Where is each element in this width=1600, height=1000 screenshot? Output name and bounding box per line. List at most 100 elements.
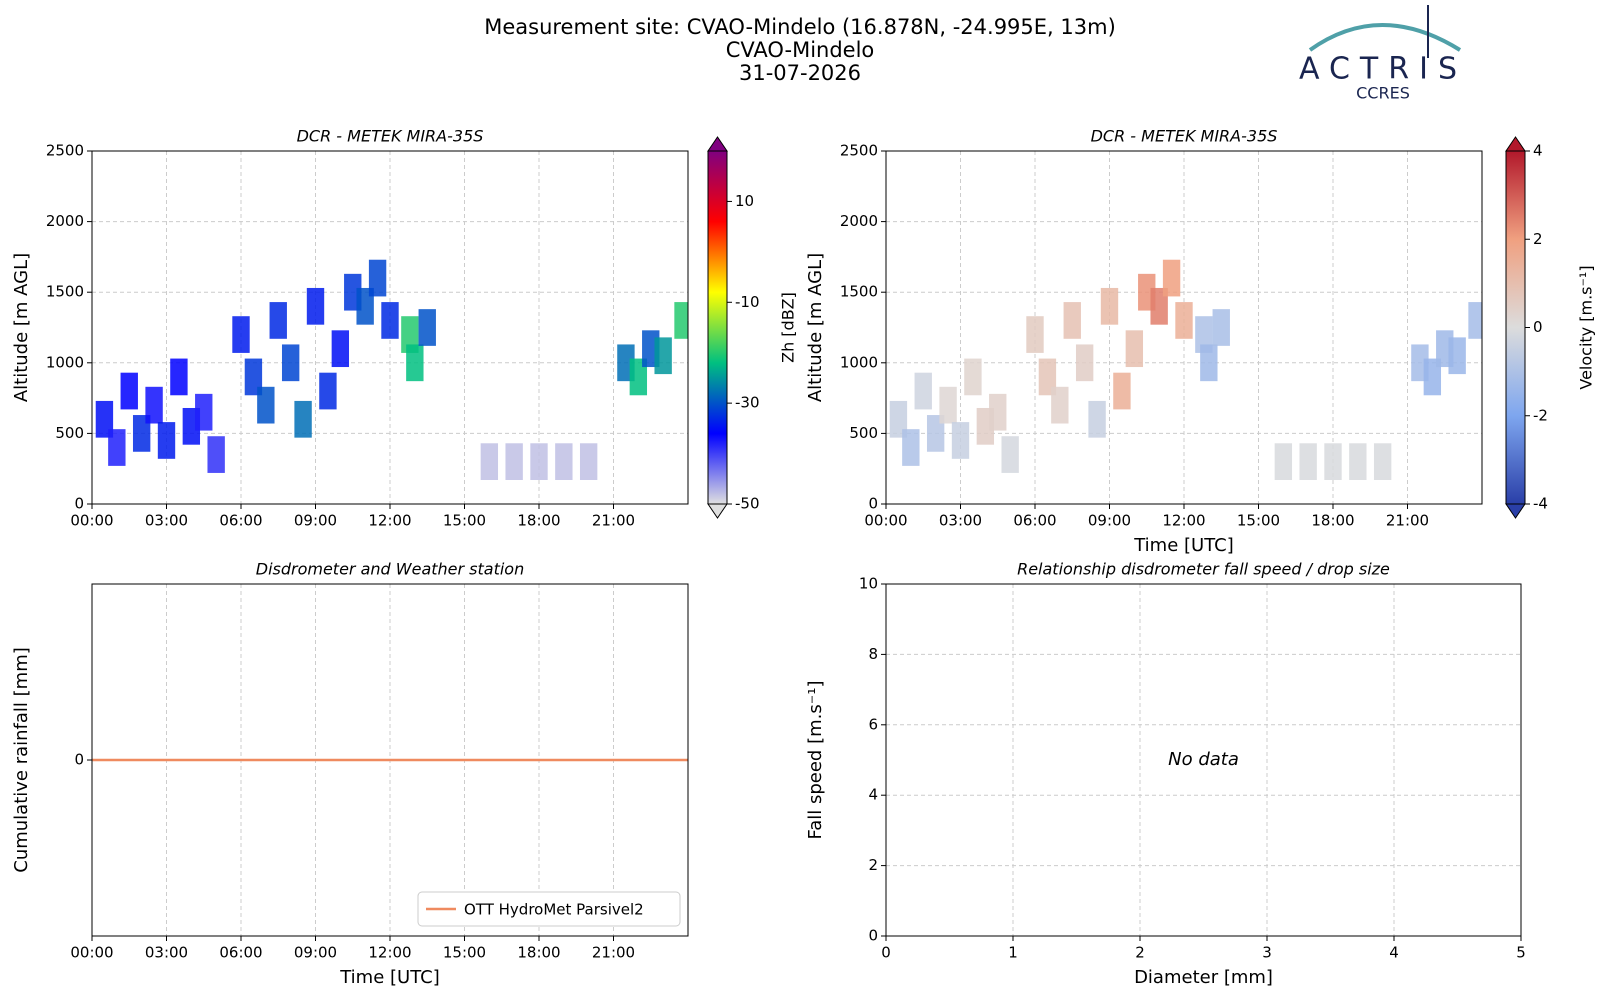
heat-cell xyxy=(145,386,163,424)
logo-arc xyxy=(1308,23,1462,52)
heat-cell xyxy=(889,400,908,438)
chart-title: Relationship disdrometer fall speed / dr… xyxy=(1017,560,1390,579)
heat-cell xyxy=(356,287,374,325)
plot-frame xyxy=(91,150,689,505)
heat-cell xyxy=(195,393,213,431)
x-tick-label: 09:00 xyxy=(1088,512,1131,530)
x-tick-label: 1 xyxy=(1008,944,1018,962)
y-tick-label: 1000 xyxy=(840,353,878,371)
y-tick-label: 1000 xyxy=(46,353,84,371)
heat-cell xyxy=(1212,309,1230,346)
heat-cell xyxy=(654,337,672,375)
x-tick-label: 3 xyxy=(1262,944,1272,962)
x-tick-label: 03:00 xyxy=(939,512,982,530)
heat-cell xyxy=(555,443,573,480)
y-axis-label: Altitude [m AGL] xyxy=(805,253,826,402)
x-tick-label: 12:00 xyxy=(368,944,411,962)
chart-panel: DCR - METEK MIRA-35S 00:00 03:00 06:00 09:00… xyxy=(805,127,1596,557)
plot-frame xyxy=(885,150,1483,505)
heat-cell xyxy=(674,302,688,339)
heat-cell xyxy=(306,287,325,325)
heat-cell xyxy=(1026,316,1044,353)
x-tick-label: 12:00 xyxy=(368,512,411,530)
heat-cell xyxy=(95,400,114,438)
x-tick-label: 2 xyxy=(1135,944,1145,962)
heat-cell xyxy=(331,330,350,368)
logo-name: ACTRIS xyxy=(1299,52,1467,87)
heat-cell xyxy=(1063,302,1081,339)
y-tick-label: 8 xyxy=(868,645,878,663)
header-site: CVAO-Mindelo xyxy=(726,38,875,62)
heat-cell xyxy=(1075,344,1094,382)
y-axis-label: Altitude [m AGL] xyxy=(11,253,32,402)
y-tick-label: 500 xyxy=(849,424,878,442)
legend-box xyxy=(417,891,681,927)
colorbar-min xyxy=(707,503,728,519)
x-tick-label: 06:00 xyxy=(219,512,262,530)
x-tick-label: 0 xyxy=(881,944,891,962)
heat-cell xyxy=(401,316,419,353)
x-tick-label: 5 xyxy=(1516,944,1526,962)
colorbar-min xyxy=(1505,503,1526,519)
heat-cell xyxy=(1113,372,1131,410)
heat-cell xyxy=(132,415,151,452)
heat-cell xyxy=(505,443,523,480)
x-tick-label: 4 xyxy=(1389,944,1399,962)
colorbar-tick-label: 4 xyxy=(1533,142,1543,160)
x-tick-label: 18:00 xyxy=(517,944,560,962)
heat-cell xyxy=(951,422,970,459)
heat-cell xyxy=(1125,330,1144,368)
heat-cell xyxy=(1468,302,1482,339)
colorbar-tick-label: 2 xyxy=(1533,230,1543,248)
x-tick-label: 06:00 xyxy=(1013,512,1056,530)
heat-cell xyxy=(579,443,598,480)
y-tick-label: 4 xyxy=(868,786,878,804)
logo-subtitle: CCRES xyxy=(1356,84,1410,103)
x-tick-label: 15:00 xyxy=(443,512,486,530)
x-tick-label: 21:00 xyxy=(592,944,635,962)
header-date: 31-07-2026 xyxy=(739,61,861,85)
y-tick-label: 500 xyxy=(55,424,84,442)
x-tick-label: 06:00 xyxy=(219,944,262,962)
x-tick-label: 21:00 xyxy=(592,512,635,530)
chart-panel: DCR - METEK MIRA-35S 00:00 03:00 06:00 09:00… xyxy=(11,127,798,530)
y-tick-label: 2500 xyxy=(840,142,878,160)
colorbar-label: Zh [dBZ] xyxy=(779,292,798,363)
y-tick-label: 0 xyxy=(868,495,878,513)
x-tick-label: 18:00 xyxy=(517,512,560,530)
colorbar-tick-label: 0 xyxy=(1533,318,1543,336)
heat-cell xyxy=(1349,443,1367,480)
heat-cell xyxy=(381,302,399,339)
x-axis-label: Diameter [mm] xyxy=(1134,967,1273,988)
colorbar-max xyxy=(1505,136,1526,152)
heat-cell xyxy=(281,344,300,382)
plot-area xyxy=(889,259,1482,480)
heat-cell xyxy=(319,372,337,410)
legend-label: OTT HydroMet Parsivel2 xyxy=(464,901,644,919)
y-tick-label: 1500 xyxy=(46,283,84,301)
x-tick-label: 09:00 xyxy=(294,944,337,962)
y-axis-label: Cumulative rainfall [mm] xyxy=(11,647,32,873)
y-axis-label: Fall speed [m.s⁻¹] xyxy=(805,681,826,840)
y-tick-label: 10 xyxy=(859,575,878,593)
colorbar-tick-label: -50 xyxy=(735,495,760,513)
x-tick-label: 12:00 xyxy=(1162,512,1205,530)
colorbar xyxy=(707,150,728,505)
heat-cell xyxy=(368,259,387,297)
chart-title: DCR - METEK MIRA-35S xyxy=(1091,127,1278,146)
heat-cell xyxy=(157,422,176,459)
colorbar-tick-label: -2 xyxy=(1533,406,1548,424)
x-tick-label: 00:00 xyxy=(70,512,113,530)
heat-cell xyxy=(1162,259,1181,297)
heat-cell xyxy=(629,358,648,396)
heat-cell xyxy=(1324,443,1342,480)
colorbar-max xyxy=(707,136,728,152)
heat-cell xyxy=(232,316,250,353)
y-tick-label: 0 xyxy=(74,751,84,769)
heat-cell xyxy=(207,436,225,473)
heat-cell xyxy=(1088,400,1106,438)
heat-cell xyxy=(269,302,287,339)
x-tick-label: 00:00 xyxy=(70,944,113,962)
y-tick-label: 0 xyxy=(868,927,878,945)
